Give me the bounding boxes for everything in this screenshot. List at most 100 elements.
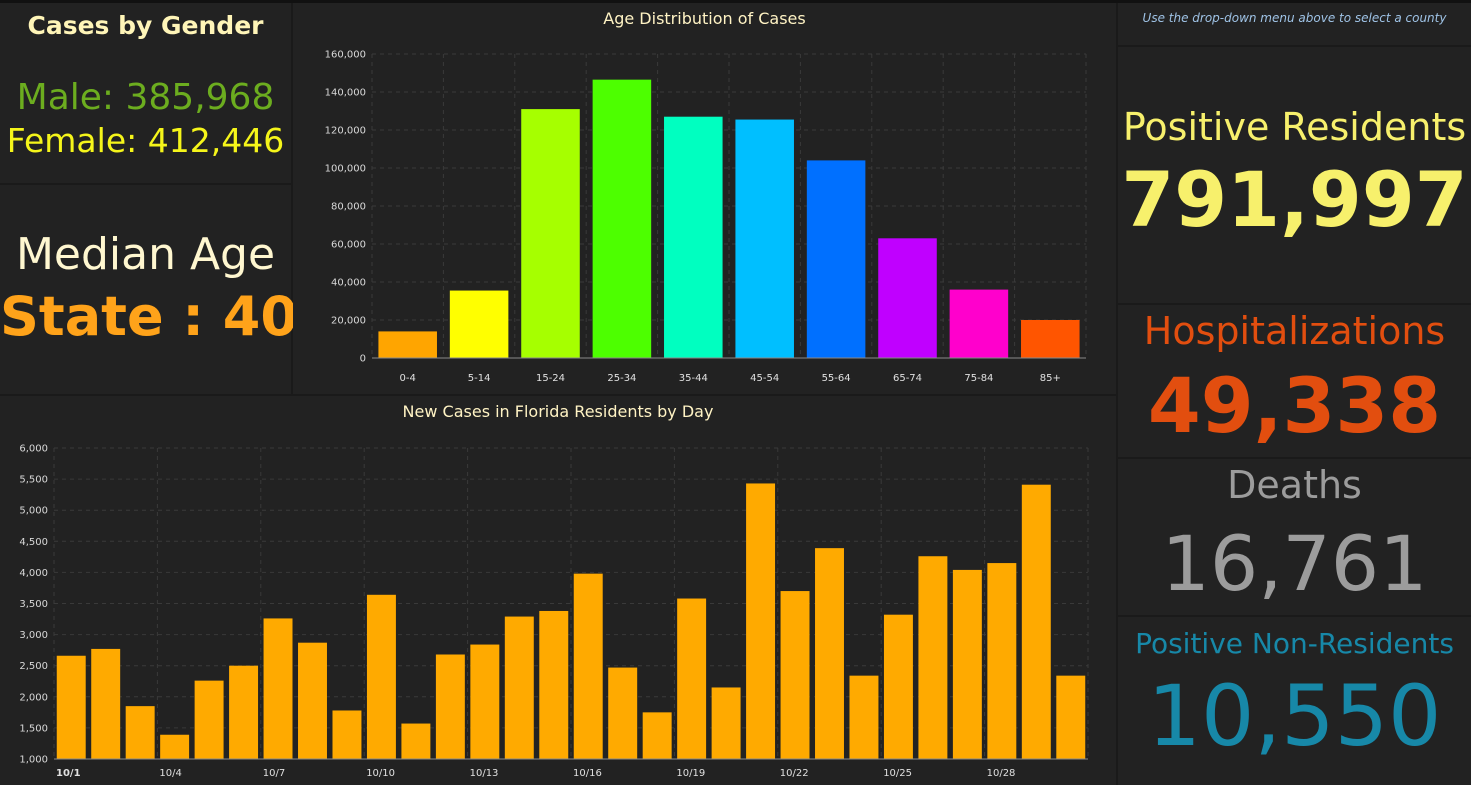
y-tick-label: 3,500 (19, 599, 48, 610)
bar (1021, 320, 1080, 358)
hospitalizations-value: 49,338 (1147, 361, 1442, 450)
x-tick-label: 65-74 (893, 373, 922, 384)
bar (883, 614, 913, 759)
x-tick-label: 10/13 (470, 768, 499, 779)
hospitalizations-label: Hospitalizations (1143, 309, 1446, 353)
bar (298, 642, 327, 759)
x-tick-label: 45-54 (750, 373, 779, 384)
bar (91, 648, 121, 759)
bar (918, 556, 948, 759)
female-count: Female: 412,446 (6, 121, 285, 160)
county-hint-panel: Use the drop-down menu above to select a… (1118, 3, 1471, 45)
daily-cases-panel: New Cases in Florida Residents by Day 1,… (0, 396, 1116, 785)
bar (711, 687, 741, 759)
bar (539, 610, 569, 759)
positive-residents-label: Positive Residents (1122, 105, 1467, 149)
bar (56, 655, 86, 759)
y-tick-label: 5,500 (19, 475, 48, 486)
positive-residents-panel: Positive Residents 791,997 (1118, 47, 1471, 303)
x-tick-label: 10/25 (883, 768, 912, 779)
bar (229, 665, 259, 759)
y-tick-label: 2,500 (19, 661, 48, 672)
y-tick-label: 120,000 (325, 126, 366, 137)
bar (366, 594, 396, 759)
x-tick-label: 10/28 (987, 768, 1016, 779)
x-tick-label: 10/7 (263, 768, 285, 779)
non-residents-panel: Positive Non-Residents 10,550 (1118, 617, 1471, 785)
bar (263, 618, 293, 759)
bar (194, 680, 224, 759)
daily-chart-title: New Cases in Florida Residents by Day (402, 402, 714, 421)
bar (815, 548, 844, 759)
x-tick-label: 35-44 (679, 373, 708, 384)
deaths-label: Deaths (1227, 463, 1362, 507)
y-tick-label: 20,000 (331, 316, 366, 327)
bar (1021, 484, 1051, 759)
x-tick-label: 10/1 (56, 768, 81, 779)
bar (952, 569, 982, 759)
gender-title: Cases by Gender (27, 11, 264, 40)
y-tick-label: 100,000 (325, 164, 366, 175)
bar (664, 116, 723, 358)
bar (378, 331, 437, 358)
top-border (0, 0, 1471, 3)
y-tick-label: 4,000 (19, 568, 48, 579)
bar (642, 712, 672, 759)
x-tick-label: 85+ (1040, 373, 1061, 384)
bar (677, 598, 707, 759)
age-distribution-chart: 0 20,000 40,000 60,000 80,000 100,000 120,000 1… (325, 50, 1087, 384)
bar (849, 675, 879, 759)
bar (521, 109, 580, 358)
bar (504, 616, 534, 759)
bar (470, 644, 500, 759)
median-age-panel: Median Age State : 40 (0, 185, 298, 394)
y-tick-label: 1,000 (19, 755, 48, 766)
bar (573, 573, 603, 759)
bar (125, 706, 155, 759)
x-tick-label: 15-24 (536, 373, 565, 384)
y-tick-label: 4,500 (19, 537, 48, 548)
x-tick-label: 10/10 (366, 768, 395, 779)
hospitalizations-panel: Hospitalizations 49,338 (1118, 305, 1471, 457)
non-residents-label: Positive Non-Residents (1135, 627, 1454, 660)
y-tick-label: 160,000 (325, 50, 366, 61)
y-tick-label: 0 (360, 354, 366, 365)
y-tick-label: 80,000 (331, 202, 366, 213)
x-tick-label: 75-84 (964, 373, 993, 384)
median-age-label: Median Age (15, 229, 276, 280)
gender-panel: Cases by Gender Male: 385,968 Female: 41… (0, 3, 291, 183)
x-tick-label: 10/16 (573, 768, 602, 779)
y-tick-label: 60,000 (331, 240, 366, 251)
y-tick-label: 140,000 (325, 88, 366, 99)
bar (608, 667, 638, 759)
bar (746, 483, 776, 759)
bar (592, 79, 652, 359)
county-hint-text: Use the drop-down menu above to select a… (1142, 11, 1447, 25)
median-age-value: State : 40 (0, 285, 298, 348)
x-tick-label: 25-34 (607, 373, 636, 384)
bar (878, 238, 937, 358)
y-tick-label: 40,000 (331, 278, 366, 289)
non-residents-value: 10,550 (1147, 667, 1442, 765)
bar (435, 654, 465, 759)
bar (1056, 675, 1086, 759)
bar (806, 160, 866, 358)
bar (780, 591, 810, 759)
male-count: Male: 385,968 (16, 77, 275, 118)
daily-cases-chart: 1,000 1,500 2,000 2,500 3,000 3,500 4,000 4,500… (19, 444, 1089, 779)
x-tick-label: 10/4 (159, 768, 181, 779)
x-tick-label: 55-64 (822, 373, 851, 384)
x-tick-label: 5-14 (468, 373, 491, 384)
positive-residents-value: 791,997 (1121, 155, 1468, 244)
y-tick-label: 2,000 (19, 692, 48, 703)
x-tick-label: 10/22 (780, 768, 809, 779)
x-tick-label: 10/19 (676, 768, 705, 779)
y-tick-label: 6,000 (19, 444, 48, 455)
age-chart-title: Age Distribution of Cases (603, 9, 806, 28)
deaths-value: 16,761 (1161, 519, 1428, 608)
bar (949, 289, 1009, 358)
x-tick-label: 0-4 (400, 373, 416, 384)
bar (332, 710, 362, 759)
bar (449, 290, 509, 358)
y-tick-label: 5,000 (19, 506, 48, 517)
